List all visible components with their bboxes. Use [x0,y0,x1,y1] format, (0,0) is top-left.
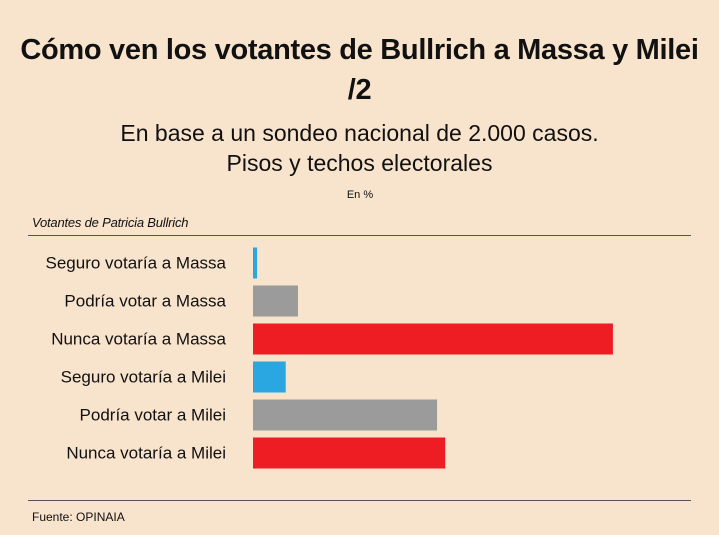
bar [253,437,446,469]
bar [253,323,613,355]
category-label: Seguro votaría a Milei [61,368,226,387]
category-label: Nunca votaría a Massa [51,330,226,349]
top-divider [28,235,691,236]
bar [253,285,298,317]
unit-label: En % [346,189,374,201]
bar [253,247,258,279]
category-label: Nunca votaría a Milei [66,444,226,463]
chart-subtitle: En base a un sondeo nacional de 2.000 ca… [20,118,699,178]
group-label: Votantes de Patricia Bullrich [32,215,189,230]
source-note: Fuente: OPINAIA [32,510,125,524]
category-label: Seguro votaría a Massa [46,254,227,273]
bar [253,399,438,431]
subtitle-line-2: Pisos y techos electorales [226,150,493,176]
subtitle-line-1: En base a un sondeo nacional de 2.000 ca… [120,120,599,146]
bar [253,361,286,393]
category-label: Podría votar a Milei [80,406,226,425]
chart-title: Cómo ven los votantes de Bullrich a Mass… [20,34,699,106]
category-label: Podría votar a Massa [64,292,226,311]
bottom-divider [28,500,691,501]
